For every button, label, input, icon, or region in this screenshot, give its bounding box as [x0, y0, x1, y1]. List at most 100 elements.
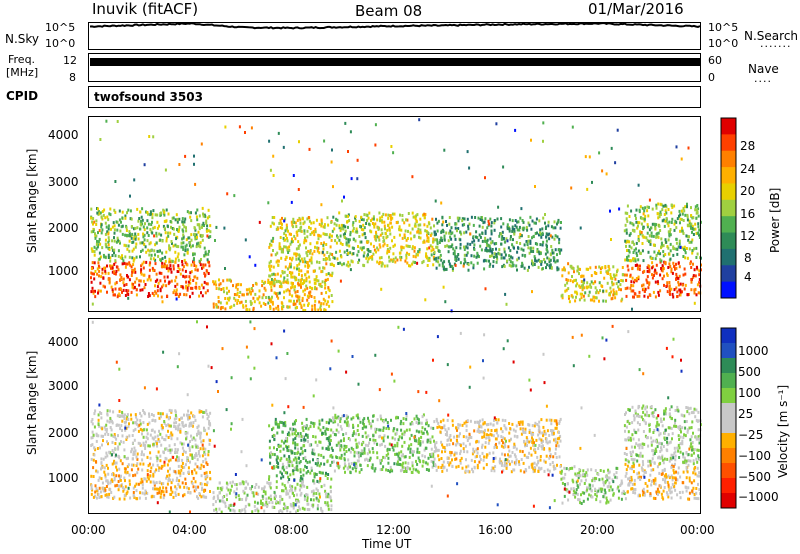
power-cell [121, 216, 124, 220]
power-cell [599, 267, 602, 271]
power-cell [119, 241, 121, 245]
velocity-cell [141, 480, 144, 484]
velocity-cell [124, 467, 127, 471]
power-cell [131, 285, 134, 289]
power-cell [569, 279, 572, 283]
power-cell [694, 222, 697, 226]
power-cell [323, 308, 326, 312]
power-cell [215, 305, 218, 309]
power-cell [384, 213, 387, 217]
power-cell [422, 213, 425, 217]
power-cell [308, 251, 311, 255]
power-cell [545, 266, 547, 270]
velocity-cell [209, 490, 211, 493]
power-cell [366, 241, 369, 244]
power-cell [282, 250, 284, 254]
power-cell [685, 234, 688, 238]
power-cell [536, 250, 539, 253]
power-cell [679, 221, 681, 225]
power-cell [135, 277, 138, 281]
power-cell [174, 250, 177, 254]
power-cell [273, 284, 276, 288]
power-cell [292, 282, 294, 285]
power-cell [669, 292, 671, 296]
power-cell [480, 216, 483, 220]
power-cell [632, 295, 634, 299]
power-cell [662, 254, 665, 258]
power-cell [289, 242, 292, 246]
power-cell [203, 271, 206, 275]
power-cell [113, 208, 116, 212]
power-cell [165, 284, 168, 288]
power-cell [123, 283, 126, 287]
velocity-cell [167, 423, 170, 427]
power-cell [379, 245, 382, 249]
power-cell [687, 146, 690, 150]
power-cell [418, 235, 420, 239]
power-cell [432, 263, 435, 267]
velocity-cell [146, 455, 149, 459]
power-cell [329, 262, 332, 266]
power-cell [322, 302, 325, 306]
power-cell [655, 223, 658, 227]
power-cell [430, 249, 433, 253]
power-cell [567, 295, 570, 298]
velocity-cell [181, 462, 184, 465]
power-cell [148, 135, 151, 138]
power-cell [632, 251, 635, 254]
nave-tick-bottom: 0 [708, 71, 715, 84]
power-cell [123, 261, 126, 265]
power-cell [172, 291, 175, 295]
power-cell [558, 251, 561, 255]
power-cell [501, 230, 504, 234]
power-cell [98, 211, 101, 215]
power-cell [329, 245, 332, 249]
power-cell [514, 128, 517, 132]
power-cell [691, 230, 693, 234]
power-cell [91, 272, 94, 276]
power-cell [157, 294, 159, 298]
power-cell [576, 265, 579, 269]
power-cell [450, 264, 452, 268]
velocity-cell [179, 485, 182, 489]
power-cell [175, 244, 178, 248]
power-cell [456, 216, 459, 220]
power-cell [351, 246, 354, 250]
power-cell [426, 224, 429, 228]
power-cell [565, 288, 568, 292]
power-cell [430, 232, 433, 236]
power-cell [289, 256, 291, 260]
power-cell [155, 272, 158, 276]
power-cell [443, 260, 446, 264]
power-cell [118, 287, 121, 291]
power-cell [606, 281, 609, 285]
velocity-cell [202, 447, 205, 451]
velocity-cell [99, 490, 102, 494]
power-cell [506, 223, 509, 227]
nave-dots: .... [754, 72, 772, 85]
power-cell [643, 269, 646, 273]
power-cell [198, 259, 201, 263]
power-cell [475, 230, 478, 234]
power-cell [534, 242, 537, 246]
power-cell [351, 252, 354, 256]
power-cell [586, 187, 589, 191]
velocity-cell [208, 419, 211, 423]
power-cell [284, 265, 287, 269]
power-cell [451, 268, 454, 272]
power-cell [504, 292, 507, 296]
power-cell [93, 261, 96, 265]
power-cell [114, 254, 117, 258]
power-cell [668, 281, 671, 284]
power-cell [371, 257, 374, 261]
power-cell [547, 233, 550, 237]
power-cell [119, 229, 122, 233]
velocity-cell [140, 477, 143, 481]
power-cell [166, 275, 169, 279]
power-cell [339, 279, 342, 283]
power-cell [492, 264, 495, 268]
power-cell [363, 251, 366, 255]
power-cell [554, 260, 557, 264]
power-cell [187, 284, 190, 287]
velocity-cell [104, 488, 107, 492]
